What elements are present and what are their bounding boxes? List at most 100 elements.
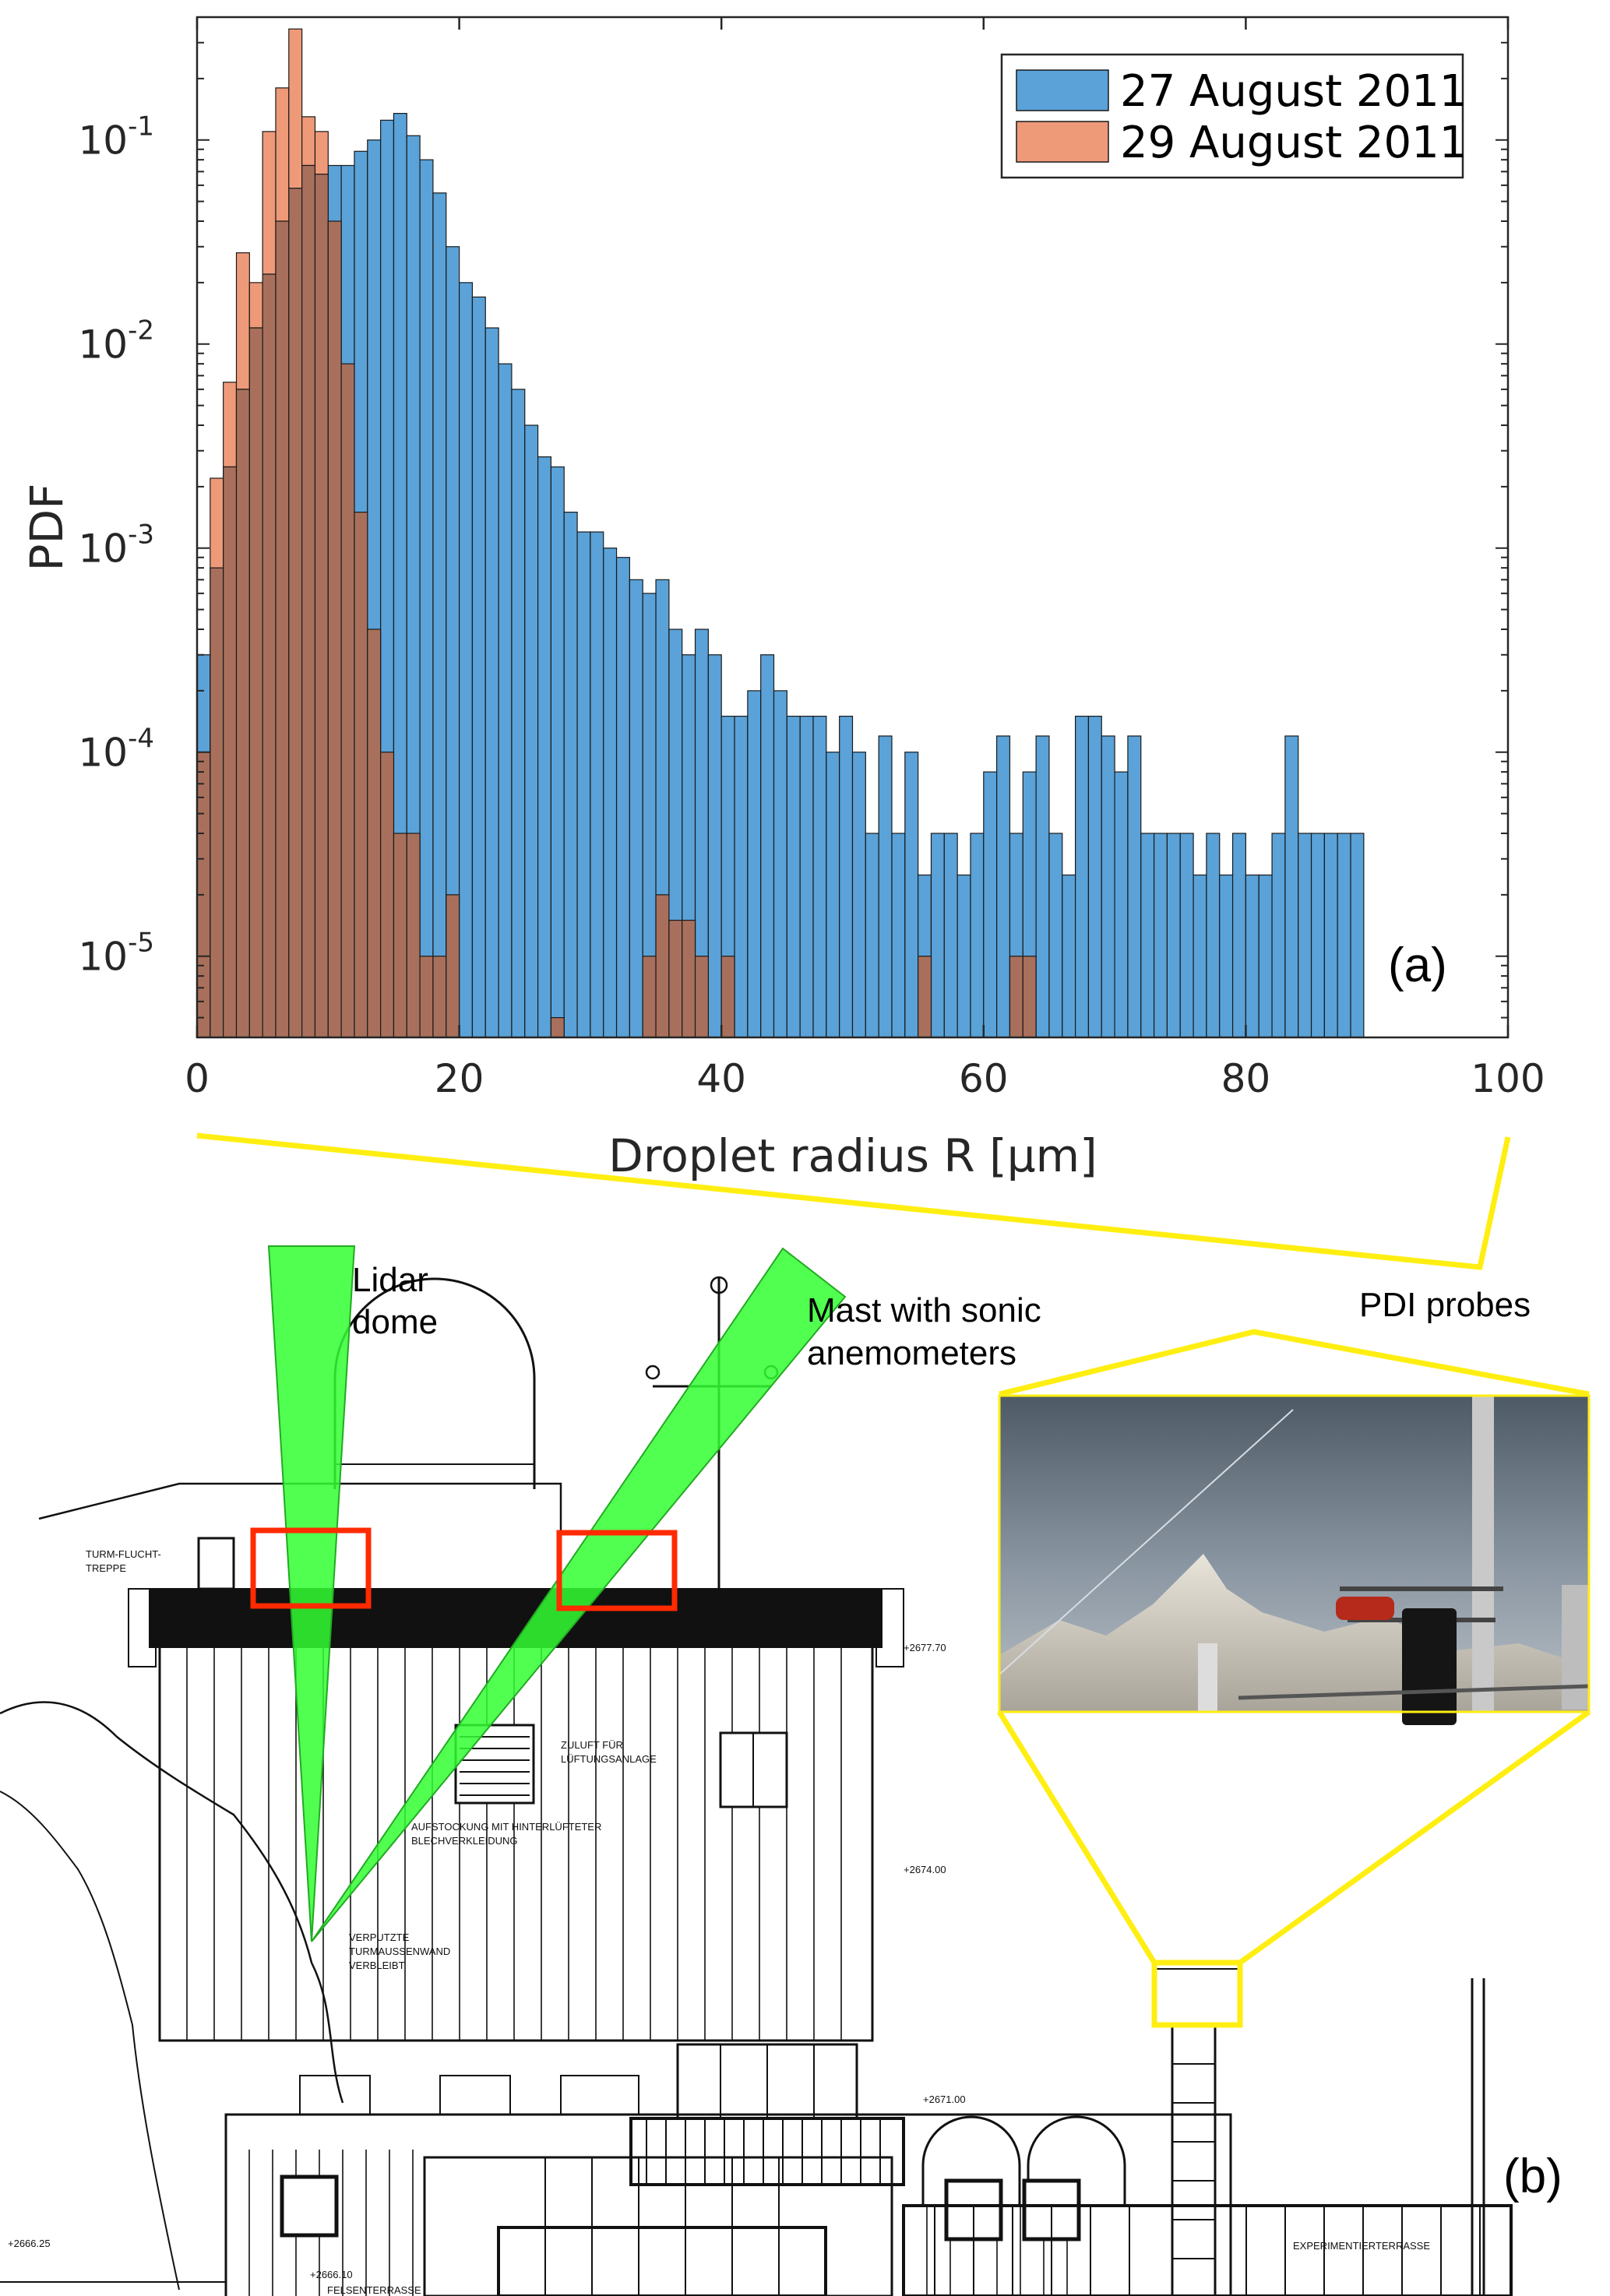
bar-29-august-upper-8 (301, 116, 316, 167)
bar-27-august-65 (1048, 833, 1063, 1038)
plot-frame (196, 16, 1510, 1039)
lidar-beam (267, 1245, 356, 1942)
bar-29-august-9 (314, 174, 329, 1038)
terrace-balusters (934, 2206, 1481, 2296)
bar-27-august-84 (1298, 833, 1312, 1038)
lower-balcony (497, 2226, 827, 2296)
bar-29-august-8 (301, 164, 316, 1038)
bar-29-august-12 (354, 512, 368, 1038)
bar-27-august-18 (432, 192, 447, 1038)
bar-29-august-upper-1 (210, 477, 224, 569)
bar-27-august-86 (1323, 833, 1338, 1038)
legend-swatch-29-august (1016, 121, 1109, 163)
bar-29-august-36 (668, 920, 683, 1038)
roof-box-3 (560, 2075, 639, 2115)
legend-label-29-august: 29 August 2011 (1120, 118, 1467, 168)
balcony-railing (629, 2117, 905, 2186)
y-tick-label: 10-1 (78, 111, 154, 164)
bar-29-august-10 (327, 220, 342, 1038)
aufstockung-label-2: BLECHVERKLEIDUNG (411, 1835, 518, 1847)
bar-29-august-upper-2 (223, 382, 238, 468)
pdi-label-to-photo-connector (999, 1329, 1590, 1397)
bar-29-august-6 (275, 220, 290, 1038)
roof-railing-right-bracket (875, 1588, 904, 1667)
bar-27-august-26 (537, 456, 552, 1038)
bar-29-august-1 (210, 567, 224, 1038)
bar-27-august-42 (747, 690, 762, 1038)
bar-29-august-7 (288, 188, 303, 1038)
bar-27-august-60 (983, 771, 998, 1038)
bar-27-august-85 (1310, 833, 1325, 1038)
zoom-connector-lines (196, 1132, 1591, 1965)
small-dome-1 (921, 2115, 1021, 2204)
bar-27-august-88 (1350, 833, 1365, 1038)
roof-box-2 (439, 2075, 511, 2115)
bar-27-august-53 (891, 833, 906, 1038)
level-label-3: +2671.00 (923, 2094, 966, 2105)
y-tick-label: 10-5 (78, 928, 154, 980)
photo-pole (1472, 1396, 1494, 1712)
bar-27-august-80 (1245, 874, 1259, 1038)
bar-29-august-62 (1009, 956, 1023, 1038)
stair-label-1: TURM-FLUCHT- (86, 1548, 161, 1560)
mast-sensor-left (645, 1365, 661, 1380)
x-tick-label: 100 (1471, 1056, 1545, 1101)
aufstockung-label-1: AUFSTOCKUNG MIT HINTERLÜFTETER (411, 1821, 601, 1833)
bar-27-august-31 (603, 548, 618, 1038)
chart-to-pdi-connector (196, 1132, 1511, 1270)
bar-27-august-30 (590, 531, 604, 1038)
bar-27-august-70 (1114, 771, 1129, 1038)
bar-27-august-58 (956, 874, 971, 1038)
photo-left-connector (997, 1710, 1157, 1964)
bar-27-august-83 (1284, 735, 1299, 1038)
level-label-5: +2666.10 (310, 2269, 353, 2280)
y-tick-label: 10-2 (78, 315, 154, 368)
bar-29-august-3 (235, 389, 250, 1038)
bar-29-august-upper-4 (248, 282, 263, 329)
level-label-4: +2666.25 (8, 2238, 51, 2249)
mast-red-marker (556, 1530, 678, 1611)
bar-27-august-43 (760, 654, 775, 1038)
lower-window-1 (280, 2175, 339, 2238)
photo-right-connector (1238, 1710, 1591, 1965)
series-29-august-bars (196, 28, 1037, 1038)
bar-27-august-25 (524, 424, 539, 1038)
roof-railing-left-bracket (128, 1588, 157, 1667)
ladder-rungs (1172, 2063, 1215, 2259)
y-tick-label: 10-3 (78, 519, 154, 572)
lidar-annotation-line-1: Lidar (352, 1261, 428, 1299)
terrain-outline (0, 1701, 344, 2104)
bar-27-august-50 (851, 752, 866, 1038)
balcony-balusters (646, 2118, 881, 2185)
level-label-1: +2677.70 (904, 1642, 946, 1653)
bar-27-august-33 (629, 579, 643, 1038)
y-axis-label: PDF (20, 484, 73, 572)
mast-annotation-line-1: Mast with sonic (807, 1291, 1041, 1329)
histogram-chart: 0 20 40 60 80 100 10-5 10-4 10-3 10-2 10-1 PDF Dr… (20, 16, 1545, 1182)
level-label-2: +2674.00 (904, 1864, 946, 1875)
bar-27-august-44 (773, 690, 787, 1038)
photo-frame (998, 1394, 1591, 1713)
pdi-location-box (1151, 1960, 1243, 2028)
x-tick-label: 60 (959, 1056, 1009, 1101)
mast-sensor-top (710, 1276, 728, 1294)
photo-cable (999, 1409, 1294, 1675)
y-axis-ticks: 10-5 10-4 10-3 10-2 10-1 (78, 16, 1508, 1038)
bar-29-august-27 (550, 1017, 565, 1038)
bar-27-august-78 (1219, 874, 1234, 1038)
bar-27-august-87 (1337, 833, 1351, 1038)
terrace-label: EXPERIMENTIERTERRASSE (1293, 2240, 1430, 2252)
bar-27-august-21 (471, 296, 486, 1038)
mast-annotation-line-2: anemometers (807, 1334, 1016, 1372)
x-tick-label: 20 (435, 1056, 484, 1101)
x-tick-label: 80 (1221, 1056, 1271, 1101)
lidar-annotation-line-2: dome (352, 1303, 438, 1341)
bar-27-august-49 (839, 716, 854, 1038)
bar-27-august-76 (1193, 874, 1207, 1038)
bar-29-august-63 (1022, 956, 1037, 1038)
lower-facade-box (423, 2156, 893, 2296)
bar-27-august-81 (1258, 874, 1273, 1038)
x-axis-ticks: 0 20 40 60 80 100 (185, 17, 1545, 1101)
bar-27-august-52 (878, 735, 893, 1038)
